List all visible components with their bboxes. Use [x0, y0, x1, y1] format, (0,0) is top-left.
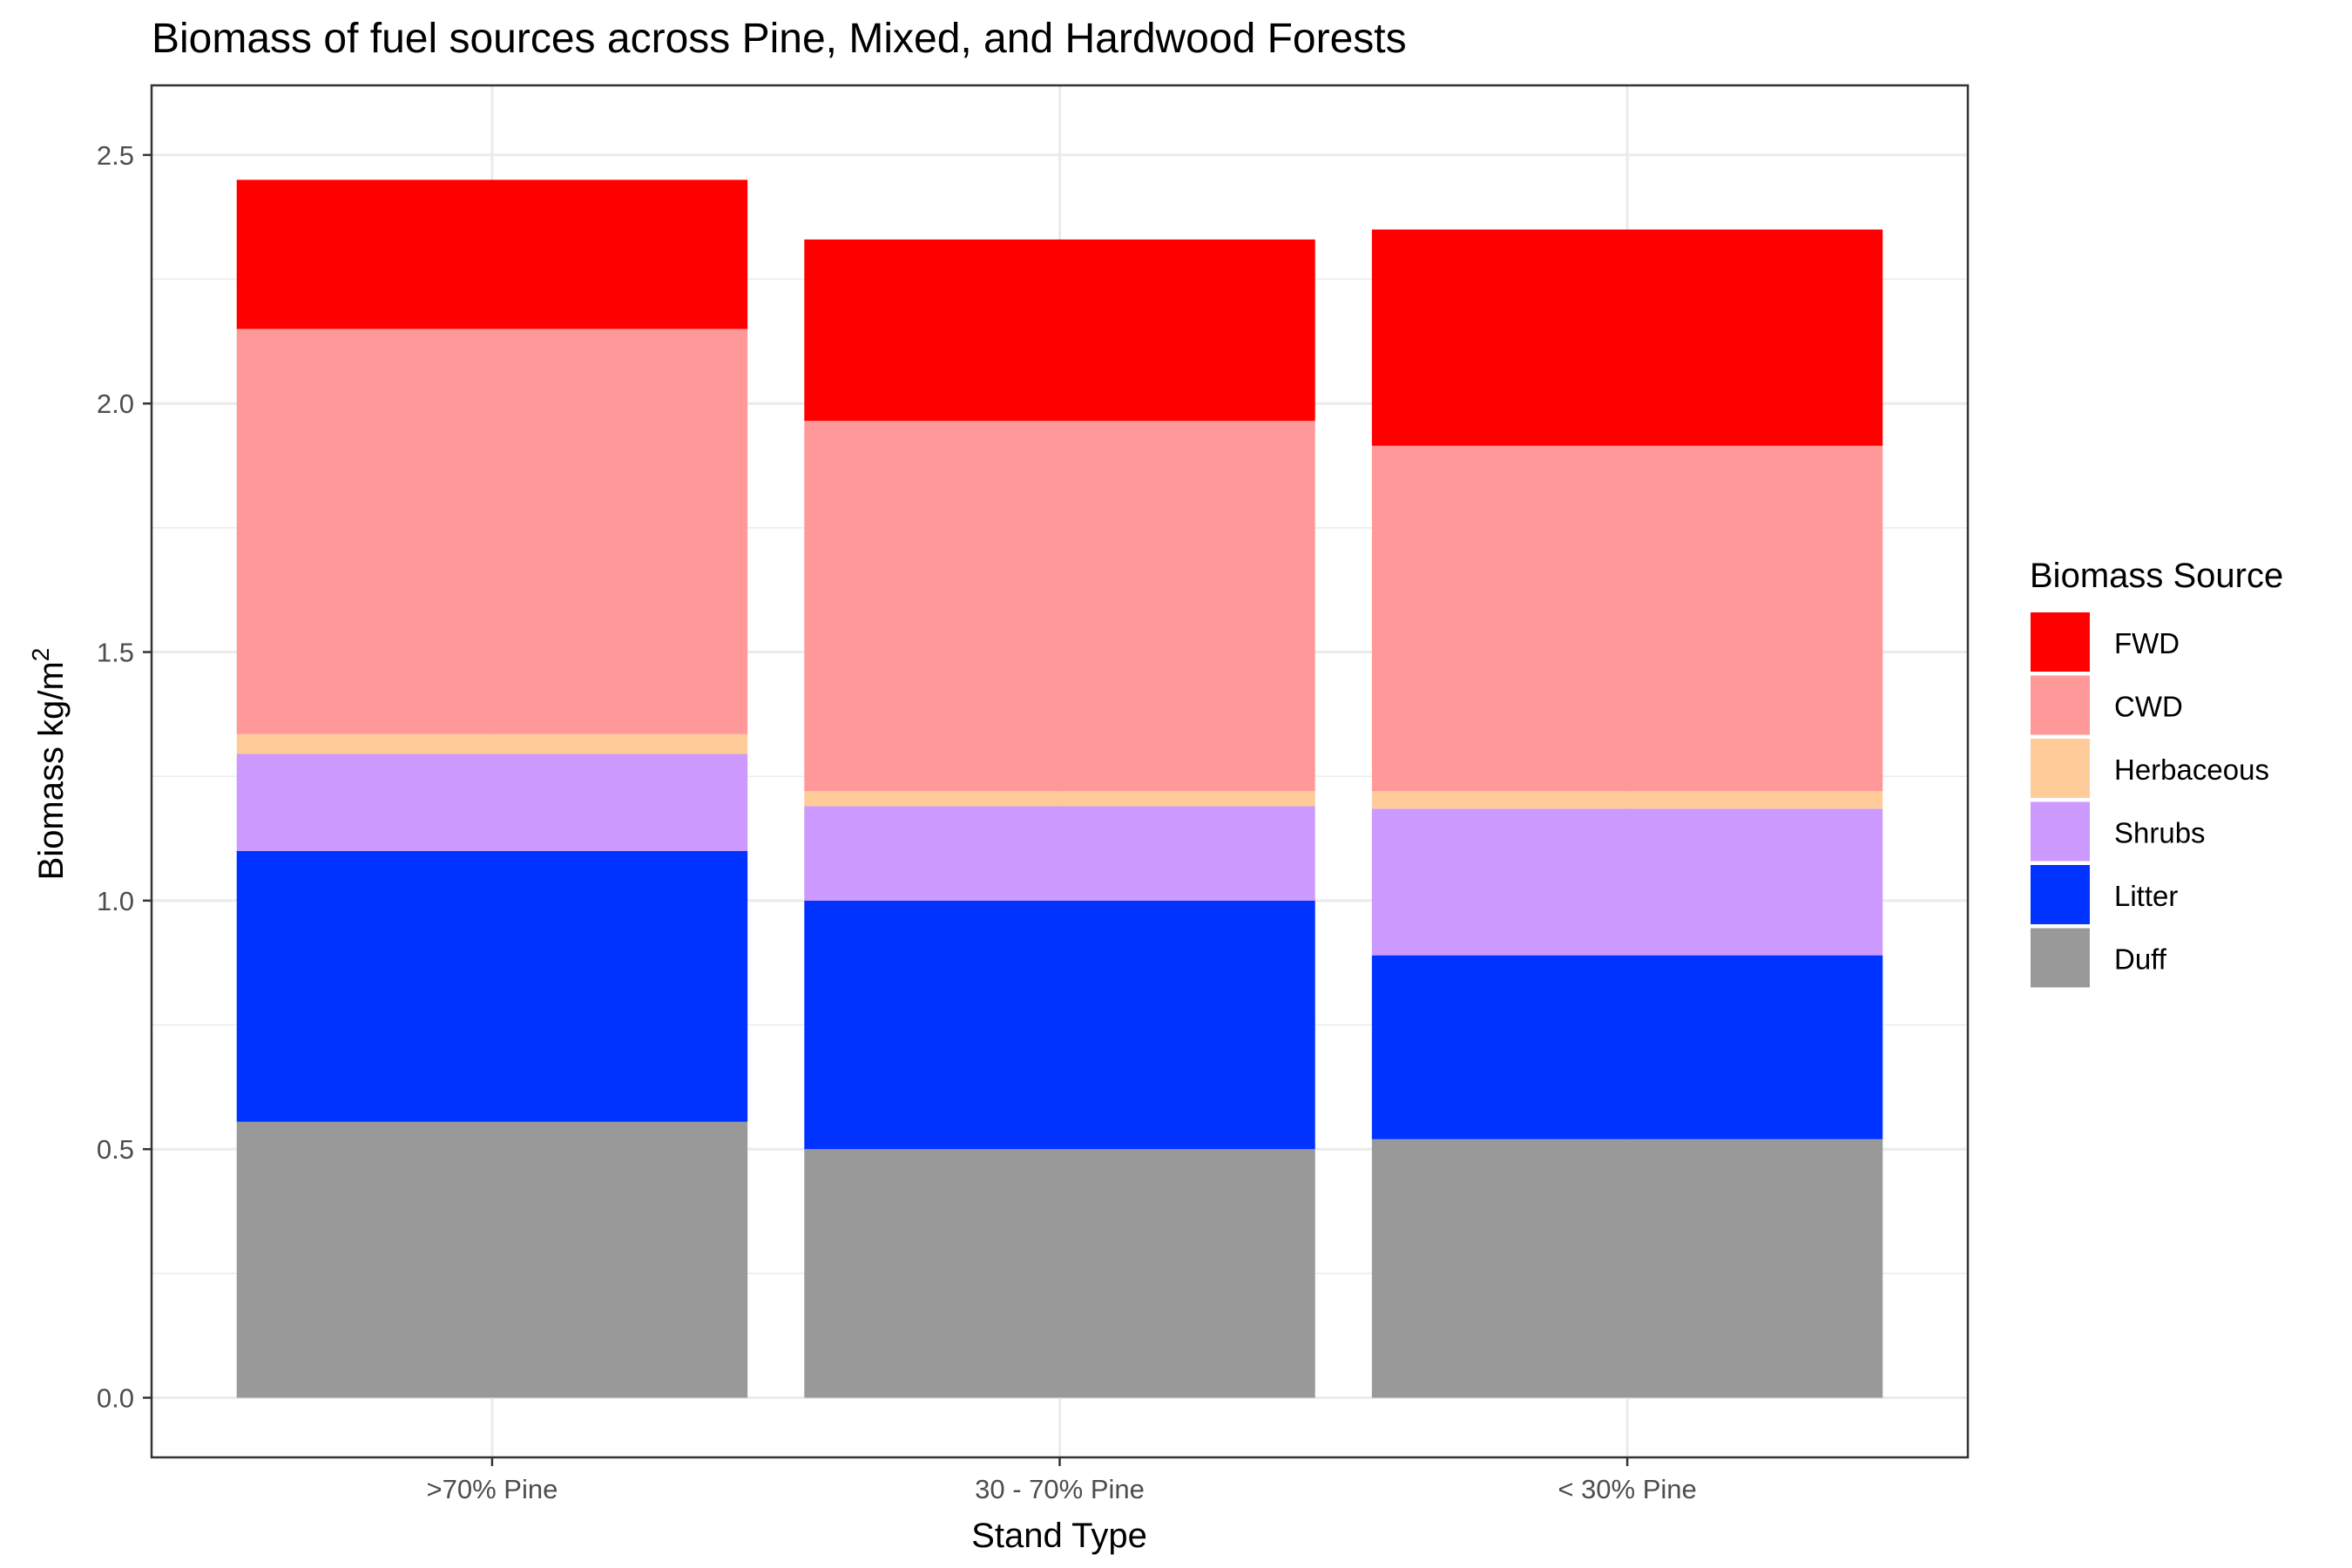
- legend-label: Herbaceous: [2114, 754, 2269, 786]
- legend-label: Duff: [2114, 943, 2167, 976]
- bar-segment-cwd: [804, 421, 1315, 792]
- legend-key-duff: [2031, 928, 2090, 988]
- legend-key-herbaceous: [2031, 739, 2090, 798]
- y-tick-label: 1.5: [97, 638, 134, 668]
- bar-segment-duff: [1371, 1139, 1883, 1398]
- bar-stack: [236, 179, 748, 1398]
- legend-item: Duff: [2031, 928, 2167, 988]
- x-tick-label: 30 - 70% Pine: [975, 1474, 1145, 1504]
- legend-label: Shrubs: [2114, 817, 2206, 849]
- bar-segment-shrubs: [1371, 808, 1883, 956]
- bar-segment-litter: [1371, 955, 1883, 1139]
- y-tick-label: 0.5: [97, 1134, 134, 1165]
- bar-segment-cwd: [1371, 445, 1883, 792]
- bar-stack: [804, 239, 1315, 1398]
- legend-key-fwd: [2031, 612, 2090, 672]
- legend-items: FWD CWD Herbaceous Shrubs Litter Duff: [2031, 612, 2269, 988]
- legend-key-shrubs: [2031, 801, 2090, 862]
- bar-segment-herbaceous: [1371, 791, 1883, 809]
- bar-segment-litter: [804, 900, 1315, 1150]
- legend-key-cwd: [2031, 675, 2090, 735]
- bar-segment-fwd: [1371, 229, 1883, 446]
- legend-key-litter: [2031, 865, 2090, 924]
- y-axis-title: Biomass kg/m2: [27, 648, 71, 881]
- legend-label: FWD: [2114, 627, 2180, 659]
- legend-item: FWD: [2031, 612, 2180, 672]
- bar-segment-cwd: [236, 328, 748, 734]
- legend-item: CWD: [2031, 675, 2183, 735]
- bar-segment-shrubs: [804, 806, 1315, 901]
- y-tick-label: 2.0: [97, 389, 134, 419]
- bar-segment-duff: [804, 1149, 1315, 1398]
- bar-segment-fwd: [236, 179, 748, 329]
- y-axis: 0.0 0.5 1.0 1.5 2.0 2.5: [97, 140, 152, 1414]
- bar-segment-herbaceous: [236, 733, 748, 754]
- bar-segment-fwd: [804, 239, 1315, 422]
- y-axis-title-superscript: 2: [27, 648, 54, 662]
- legend-item: Shrubs: [2031, 801, 2206, 862]
- bar-segment-shrubs: [236, 754, 748, 851]
- x-axis: >70% Pine 30 - 70% Pine < 30% Pine: [427, 1457, 1697, 1504]
- legend-label: CWD: [2114, 691, 2183, 723]
- bar-stack: [1371, 229, 1883, 1398]
- y-tick-label: 0.0: [97, 1383, 134, 1414]
- legend-label: Litter: [2114, 880, 2178, 912]
- x-tick-label: >70% Pine: [427, 1474, 558, 1504]
- legend-item: Litter: [2031, 865, 2178, 924]
- y-tick-label: 1.0: [97, 886, 134, 916]
- bar-stack-group: [236, 179, 1883, 1398]
- bar-segment-duff: [236, 1121, 748, 1398]
- x-axis-title: Stand Type: [971, 1517, 1147, 1555]
- bar-segment-herbaceous: [804, 791, 1315, 807]
- y-tick-label: 2.5: [97, 140, 134, 171]
- y-axis-title-text: Biomass kg/m: [32, 661, 71, 880]
- legend-title: Biomass Source: [2030, 557, 2283, 595]
- chart-title: Biomass of fuel sources across Pine, Mix…: [152, 16, 1407, 62]
- x-tick-label: < 30% Pine: [1558, 1474, 1696, 1504]
- legend-item: Herbaceous: [2031, 739, 2269, 798]
- bar-segment-litter: [236, 850, 748, 1122]
- legend: Biomass Source FWD CWD Herbaceous Shrubs Lit…: [2030, 557, 2283, 988]
